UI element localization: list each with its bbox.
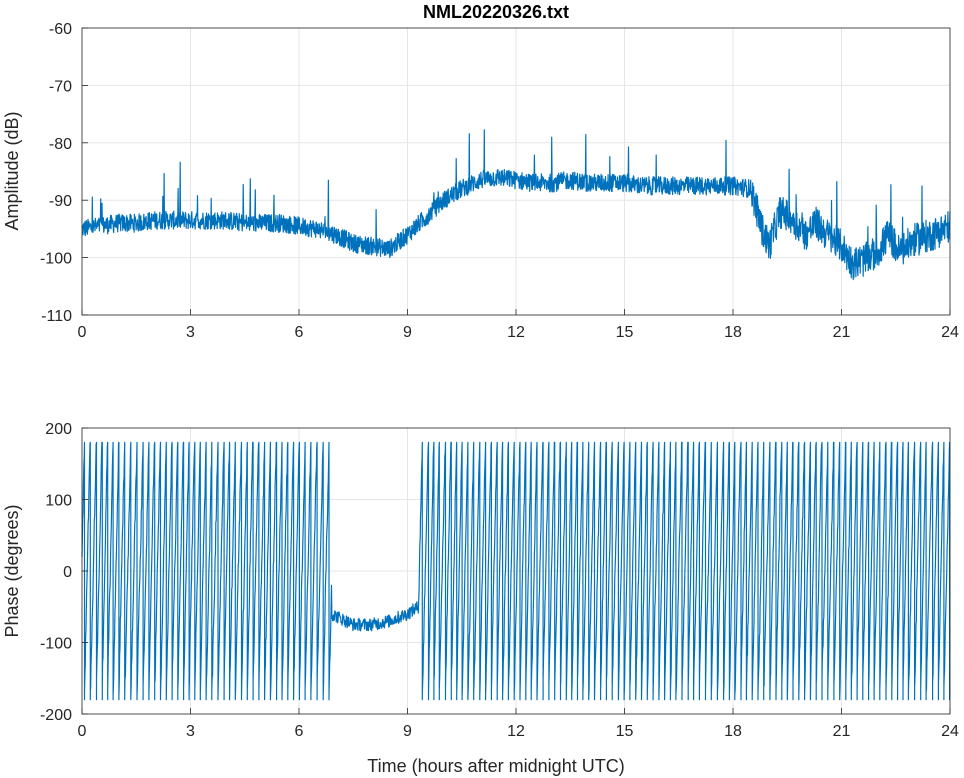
amplitude-x-tick-label: 9 — [403, 324, 412, 341]
phase-panel: 0 3 6 9 12 15 18 21 24 -200 -100 0 100 200 Phase (deg… — [2, 421, 959, 776]
phase-y-tick-label: 0 — [63, 564, 72, 581]
amplitude-y-tick-label: -60 — [49, 21, 72, 38]
figure-title: NML20220326.txt — [423, 2, 569, 22]
amplitude-x-tick-label: 6 — [295, 324, 304, 341]
amplitude-x-tick-label: 15 — [616, 324, 634, 341]
phase-x-tick-label: 6 — [295, 723, 304, 740]
phase-y-tick-label: 200 — [45, 421, 72, 438]
amplitude-y-axis-label: Amplitude (dB) — [2, 111, 22, 230]
amplitude-series-line — [81, 129, 951, 281]
phase-x-tick-label: 0 — [78, 723, 87, 740]
phase-x-tick-label: 9 — [403, 723, 412, 740]
amplitude-y-tick-label: -70 — [49, 78, 72, 95]
phase-x-axis-label: Time (hours after midnight UTC) — [367, 756, 624, 776]
phase-x-tick-label: 24 — [941, 723, 959, 740]
amplitude-x-tick-label: 21 — [833, 324, 851, 341]
phase-x-tick-label: 18 — [724, 723, 742, 740]
amplitude-y-tick-label: -100 — [40, 251, 72, 268]
amplitude-x-tick-label: 3 — [186, 324, 195, 341]
phase-x-tick-label: 3 — [186, 723, 195, 740]
amplitude-y-tick-label: -90 — [49, 193, 72, 210]
phase-y-tick-label: -200 — [40, 707, 72, 724]
amplitude-x-tick-label: 24 — [941, 324, 959, 341]
amplitude-y-tick-label: -110 — [41, 308, 72, 325]
phase-series-line — [81, 441, 951, 701]
amplitude-x-tick-label: 12 — [507, 324, 525, 341]
phase-x-tick-label: 15 — [616, 723, 634, 740]
amplitude-x-tick-label: 0 — [78, 324, 87, 341]
phase-y-tick-label: 100 — [45, 493, 72, 510]
phase-x-tick-label: 21 — [833, 723, 851, 740]
amplitude-y-tick-label: -80 — [49, 136, 72, 153]
phase-y-axis-label: Phase (degrees) — [2, 504, 22, 637]
amplitude-x-tick-label: 18 — [724, 324, 742, 341]
phase-y-tick-label: -100 — [40, 636, 72, 653]
phase-ticks: 0 3 6 9 12 15 18 21 24 -200 -100 0 100 200 — [40, 421, 959, 740]
amplitude-panel: 0 3 6 9 12 15 18 21 24 -110 -100 -90 -80 -70 -60 Ampli… — [2, 21, 959, 341]
phase-x-tick-label: 12 — [507, 723, 525, 740]
amplitude-ticks: 0 3 6 9 12 15 18 21 24 -110 -100 -90 -80 -70 -60 — [40, 21, 959, 341]
